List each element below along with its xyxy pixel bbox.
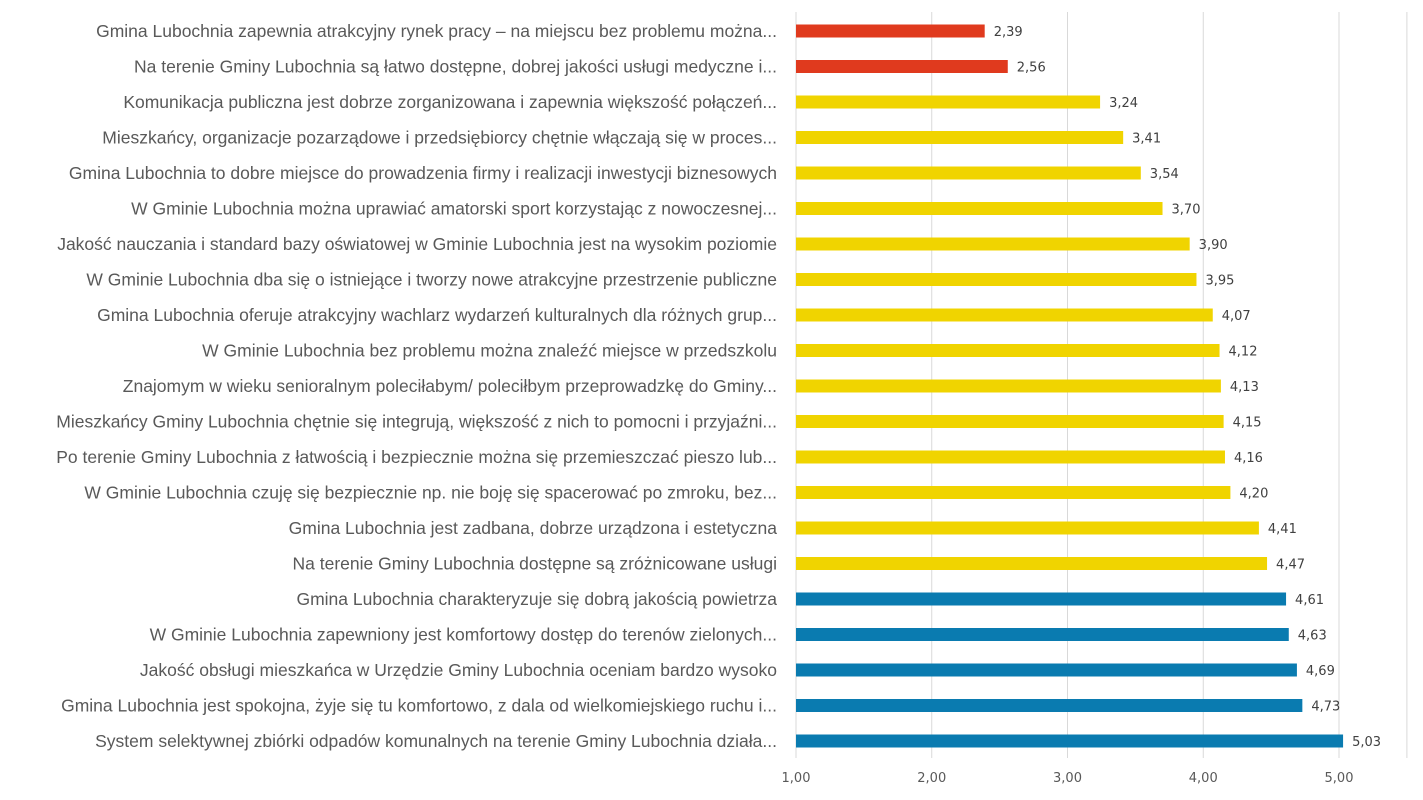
x-tick-label: 3,00: [1053, 771, 1082, 786]
category-label: Na terenie Gminy Lubochnia są łatwo dost…: [134, 57, 777, 77]
bar: [796, 592, 1287, 606]
category-label: Jakość obsługi mieszkańca w Urzędzie Gmi…: [140, 660, 777, 680]
bar: [796, 628, 1289, 641]
category-label: Gmina Lubochnia oferuje atrakcyjny wachl…: [97, 305, 777, 325]
bar: [796, 273, 1197, 286]
category-label: W Gminie Lubochnia bez problemu można zn…: [202, 341, 777, 361]
bar: [796, 415, 1224, 428]
x-tick-label: 4,00: [1189, 771, 1218, 786]
bar: [796, 734, 1344, 748]
bars: [796, 24, 1344, 748]
value-label: 3,54: [1150, 167, 1179, 182]
category-labels: Gmina Lubochnia zapewnia atrakcyjny ryne…: [56, 21, 777, 751]
bar: [796, 699, 1303, 712]
category-label: W Gminie Lubochnia czuję się bezpiecznie…: [84, 483, 777, 503]
category-label: W Gminie Lubochnia można uprawiać amator…: [131, 199, 777, 219]
category-label: Mieszkańcy, organizacje pozarządowe i pr…: [102, 128, 777, 148]
value-label: 3,70: [1172, 203, 1201, 218]
x-tick-label: 5,00: [1325, 771, 1354, 786]
category-label: Komunikacja publiczna jest dobrze zorgan…: [123, 92, 777, 112]
value-label: 4,12: [1229, 345, 1258, 360]
value-label: 4,07: [1222, 309, 1251, 324]
x-tick-label: 2,00: [917, 771, 946, 786]
bar: [796, 450, 1225, 464]
bar: [796, 202, 1163, 215]
value-label: 4,69: [1306, 664, 1335, 679]
category-label: Znajomym w wieku senioralnym poleciłabym…: [123, 376, 777, 396]
bar: [796, 521, 1259, 535]
value-label: 4,13: [1230, 380, 1259, 395]
value-label: 4,16: [1234, 451, 1263, 466]
category-label: System selektywnej zbiórki odpadów komun…: [95, 731, 777, 751]
value-label: 3,95: [1205, 274, 1234, 289]
value-label: 4,63: [1298, 629, 1327, 644]
category-label: Jakość nauczania i standard bazy oświato…: [57, 234, 777, 254]
category-label: W Gminie Lubochnia zapewniony jest komfo…: [150, 625, 777, 645]
value-label: 4,61: [1295, 593, 1324, 608]
value-label: 4,47: [1276, 558, 1305, 573]
bar: [796, 663, 1297, 677]
category-label: Na terenie Gminy Lubochnia dostępne są z…: [293, 554, 777, 574]
x-axis-ticks: 1,00 2,00 3,00 4,00 5,00: [782, 771, 1354, 786]
x-tick-label: 1,00: [782, 771, 811, 786]
category-label: Gmina Lubochnia jest zadbana, dobrze urz…: [289, 518, 778, 538]
value-label: 3,90: [1199, 238, 1228, 253]
value-labels: 2,39 2,56 3,24 3,41 3,54 3,70 3,90 3,95 4,07 4,12…: [994, 25, 1381, 750]
bar: [796, 308, 1213, 322]
bar: [796, 166, 1141, 180]
category-label: Gmina Lubochnia zapewnia atrakcyjny ryne…: [96, 21, 777, 41]
value-label: 3,41: [1132, 132, 1161, 147]
category-label: W Gminie Lubochnia dba się o istniejące …: [86, 270, 777, 290]
bar: [796, 131, 1124, 144]
bar: [796, 95, 1101, 109]
category-label: Gmina Lubochnia charakteryzuje się dobrą…: [296, 589, 777, 609]
value-label: 2,56: [1017, 61, 1046, 76]
bar: [796, 237, 1190, 251]
category-label: Mieszkańcy Gminy Lubochnia chętnie się i…: [56, 412, 777, 432]
bar: [796, 60, 1008, 73]
bar: [796, 379, 1221, 393]
value-label: 4,15: [1233, 416, 1262, 431]
category-label: Gmina Lubochnia to dobre miejsce do prow…: [69, 163, 777, 183]
bar: [796, 24, 985, 38]
value-label: 2,39: [994, 25, 1023, 40]
value-label: 4,41: [1268, 522, 1297, 537]
bar: [796, 344, 1220, 357]
value-label: 4,73: [1311, 700, 1340, 715]
bar: [796, 557, 1268, 570]
value-label: 5,03: [1352, 735, 1381, 750]
value-label: 3,24: [1109, 96, 1138, 111]
bar: [796, 486, 1231, 499]
category-label: Po terenie Gminy Lubochnia z łatwością i…: [56, 447, 777, 467]
value-label: 4,20: [1239, 487, 1268, 502]
category-label: Gmina Lubochnia jest spokojna, żyje się …: [61, 696, 777, 716]
